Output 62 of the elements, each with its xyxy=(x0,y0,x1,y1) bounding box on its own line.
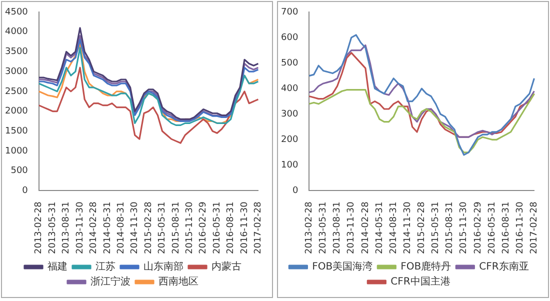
x-tick-label: 2015-05-31 xyxy=(158,202,168,254)
y-tick-label: 300 xyxy=(280,109,298,120)
x-tick-label: 2015-08-31 xyxy=(171,202,182,254)
y-tick-label: 4000 xyxy=(5,27,28,38)
x-tick-label: 2016-08-31 xyxy=(501,202,512,254)
legend-label: 内蒙古 xyxy=(212,260,242,273)
y-tick-label: 1000 xyxy=(5,146,28,156)
x-tick-label: 2013-11-30 xyxy=(346,201,357,254)
x-tick-label: 2014-08-31 xyxy=(116,202,126,254)
y-tick-label: 400 xyxy=(280,84,298,94)
x-tick-label: 2015-11-30 xyxy=(459,201,470,254)
x-tick-label: 2016-05-31 xyxy=(487,202,498,254)
y-tick-label: 0 xyxy=(292,186,298,196)
x-tick-label: 2016-02-29 xyxy=(198,201,209,254)
y-tick-label: 1500 xyxy=(5,126,28,136)
x-tick-label: 2015-05-31 xyxy=(431,202,442,254)
x-tick-label: 2014-02-28 xyxy=(360,201,371,254)
legend-label: 山东南部 xyxy=(144,260,184,273)
y-tick-label: 700 xyxy=(280,7,298,18)
legend-label: FOB美国海湾 xyxy=(312,260,373,273)
x-tick-label: 2014-11-30 xyxy=(402,201,413,254)
x-tick-label: 2013-08-31 xyxy=(332,202,343,254)
x-tick-label: 2016-11-30 xyxy=(240,201,250,254)
x-tick-label: 2015-08-31 xyxy=(445,202,456,254)
y-tick-label: 2000 xyxy=(5,106,28,117)
legend-label: 西南地区 xyxy=(158,276,198,288)
legend-label: CFR中国主港 xyxy=(390,276,450,288)
legend-label: FOB鹿特丹 xyxy=(400,260,452,273)
x-tick-label: 2017-02-28 xyxy=(530,201,540,254)
y-tick-label: 4500 xyxy=(5,7,28,18)
y-tick-label: 3000 xyxy=(5,66,28,77)
x-tick-label: 2013-02-28 xyxy=(34,201,44,254)
legend-label: CFR东南亚 xyxy=(479,260,529,273)
y-tick-label: 2500 xyxy=(5,86,28,97)
x-tick-label: 2013-08-31 xyxy=(62,202,72,254)
y-tick-label: 200 xyxy=(280,134,298,145)
x-tick-label: 2014-02-28 xyxy=(89,201,100,254)
x-tick-label: 2015-02-28 xyxy=(144,201,154,254)
x-tick-label: 2015-02-28 xyxy=(417,201,428,254)
x-tick-label: 2016-11-30 xyxy=(515,201,526,254)
y-tick-label: 500 xyxy=(280,58,298,68)
x-tick-label: 2013-11-30 xyxy=(75,201,86,254)
legend-label: 江苏 xyxy=(96,260,116,273)
x-tick-label: 2013-02-28 xyxy=(304,201,315,254)
x-tick-label: 2013-05-31 xyxy=(318,202,329,254)
y-tick-label: 100 xyxy=(280,160,298,171)
x-tick-label: 2014-08-31 xyxy=(388,202,399,254)
x-tick-label: 2016-02-29 xyxy=(473,201,484,254)
x-tick-label: 2015-11-30 xyxy=(185,201,196,254)
x-tick-label: 2017-02-28 xyxy=(254,201,264,254)
x-tick-label: 2014-05-31 xyxy=(374,202,385,254)
legend-label: 福建 xyxy=(48,260,68,273)
x-tick-label: 2014-11-30 xyxy=(130,201,140,254)
y-tick-label: 600 xyxy=(280,32,298,43)
x-tick-label: 2014-05-31 xyxy=(102,202,113,254)
x-tick-label: 2016-05-31 xyxy=(212,202,222,254)
y-tick-label: 3500 xyxy=(5,47,28,58)
legend-label: 浙江宁波 xyxy=(90,276,130,288)
y-tick-label: 500 xyxy=(10,166,28,176)
x-tick-label: 2013-05-31 xyxy=(48,202,58,254)
x-tick-label: 2016-08-31 xyxy=(226,202,236,254)
y-tick-label: 0 xyxy=(22,186,28,196)
